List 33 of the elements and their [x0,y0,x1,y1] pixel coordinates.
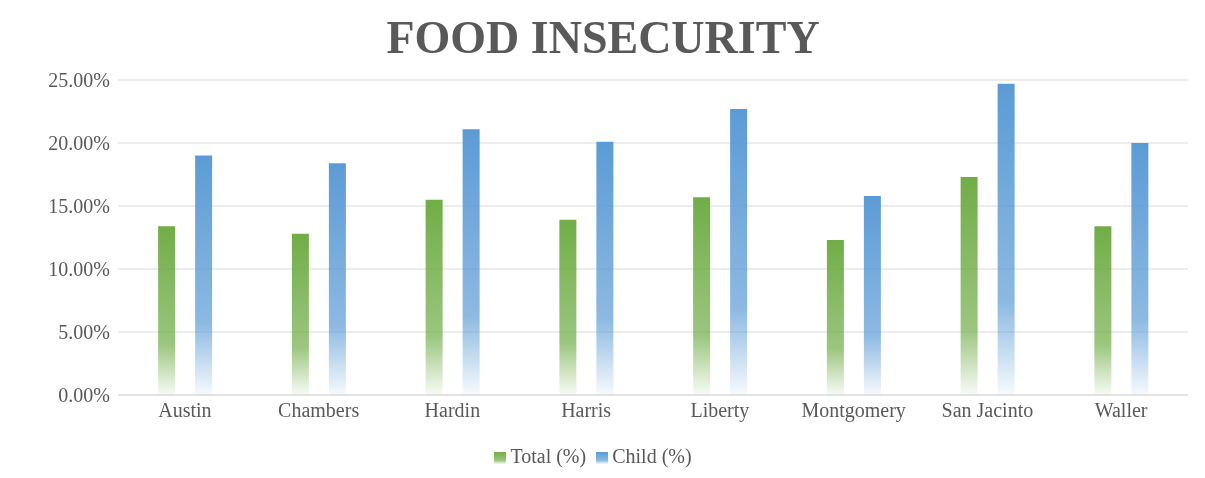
x-tick-label: Hardin [424,399,481,422]
bar [1131,143,1149,395]
bar [826,240,844,395]
bar [195,155,213,395]
legend-label: Total (%) [510,445,587,467]
x-tick-label: San Jacinto [941,399,1034,422]
x-tick-label: Chambers [278,399,360,422]
bar [596,141,614,395]
bar [863,195,881,395]
bar [730,108,748,395]
y-tick-label: 10.00% [48,258,110,281]
x-tick-label: Harris [561,399,612,422]
x-tick-label: Montgomery [801,399,906,423]
bar [960,177,978,395]
legend-label: Child (%) [612,445,692,467]
y-tick-label: 5.00% [58,321,110,344]
bar [997,83,1015,395]
bar [425,199,443,395]
bar [328,163,346,395]
x-tick-label: Waller [1094,399,1148,422]
bar [693,197,711,395]
bar [1094,226,1112,395]
bar [158,226,176,395]
x-tick-label: Austin [158,399,212,422]
chart-title: FOOD INSECURITY [385,11,821,65]
y-tick-label: 20.00% [48,132,110,155]
bar [559,219,577,395]
y-tick-label: 0.00% [58,384,110,407]
y-tick-label: 15.00% [48,195,110,218]
bar [462,129,480,395]
y-tick-label: 25.00% [48,69,110,92]
x-tick-label: Liberty [690,399,750,423]
bar [291,233,309,395]
